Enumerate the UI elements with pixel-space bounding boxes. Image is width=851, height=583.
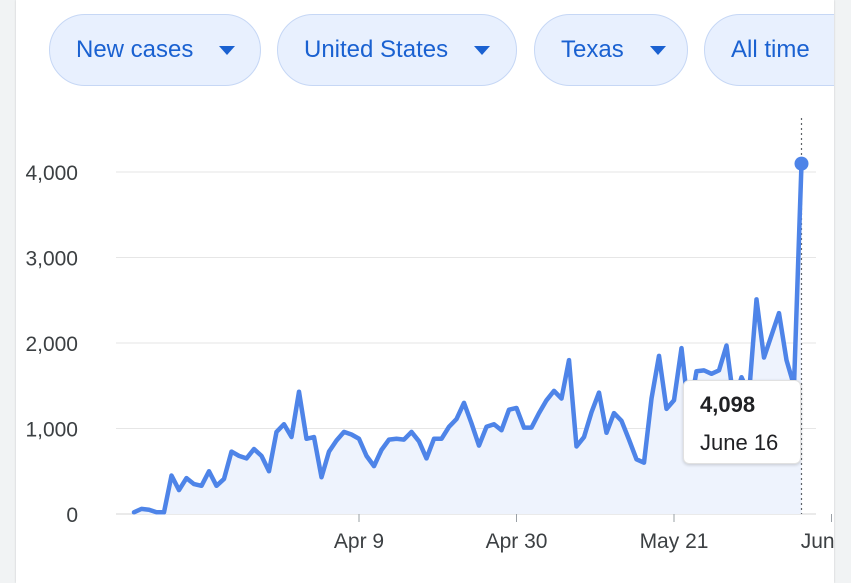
y-tick-label: 0 — [66, 504, 78, 527]
data-tooltip: 4,098 June 16 — [683, 380, 801, 464]
filter-bar: New cases United States Texas All time — [49, 14, 834, 88]
chart-card: 0 1,000 2,000 3,000 4,000 Apr 9 Apr 30 May 21 Ju… — [16, 0, 834, 583]
tooltip-value: 4,098 — [700, 392, 756, 417]
y-tick-label: 3,000 — [25, 248, 78, 271]
region-dropdown-label: Texas — [561, 36, 624, 63]
caret-down-icon — [474, 45, 491, 55]
country-dropdown-label: United States — [304, 36, 449, 63]
metric-dropdown[interactable]: New cases — [49, 14, 261, 86]
x-tick-label: Apr 30 — [486, 530, 548, 553]
metric-dropdown-label: New cases — [76, 36, 194, 63]
x-tick-label: May 21 — [640, 530, 709, 553]
tooltip-date: June 16 — [700, 430, 779, 455]
country-dropdown[interactable]: United States — [277, 14, 517, 86]
period-dropdown-label: All time — [731, 36, 810, 63]
x-tick-label: Apr 9 — [334, 530, 384, 553]
highlight-point — [794, 156, 809, 171]
y-tick-label: 2,000 — [25, 333, 78, 356]
area-fill — [134, 163, 802, 514]
y-tick-label: 4,000 — [25, 162, 78, 185]
caret-down-icon — [219, 45, 236, 55]
caret-down-icon — [649, 45, 666, 55]
region-dropdown[interactable]: Texas — [534, 14, 688, 86]
period-dropdown[interactable]: All time — [704, 14, 834, 86]
x-tick-label: Jun 11 — [801, 530, 834, 553]
y-tick-label: 1,000 — [25, 419, 78, 442]
